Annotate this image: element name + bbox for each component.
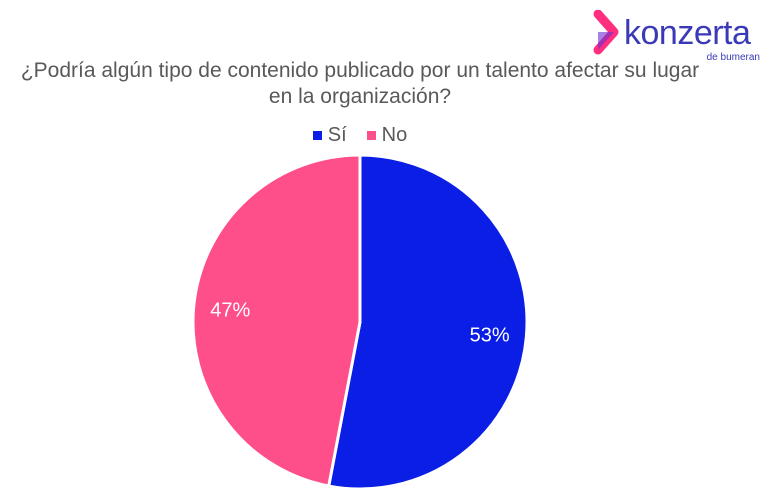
legend-swatch-si xyxy=(312,131,322,140)
legend-item-no: No xyxy=(366,124,408,147)
chart-legend: Sí No xyxy=(0,124,720,147)
data-label-si: 53% xyxy=(470,324,510,346)
legend-swatch-no xyxy=(366,131,376,140)
chevron-logo-icon xyxy=(593,9,619,55)
pie-slice-no xyxy=(191,153,362,488)
legend-label-no: No xyxy=(381,124,408,146)
legend-label-si: Sí xyxy=(327,124,347,146)
legend-item-si: Sí xyxy=(312,124,347,147)
logo-sub: de bumeran xyxy=(706,52,760,63)
pie-slice-si xyxy=(326,153,529,491)
data-label-no: 47% xyxy=(210,300,250,322)
chart-title: ¿Podría algún tipo de contenido publicad… xyxy=(20,59,700,108)
logo-brand: konzerta xyxy=(624,14,751,52)
konzerta-logo: konzerta de bumeran xyxy=(592,9,762,66)
